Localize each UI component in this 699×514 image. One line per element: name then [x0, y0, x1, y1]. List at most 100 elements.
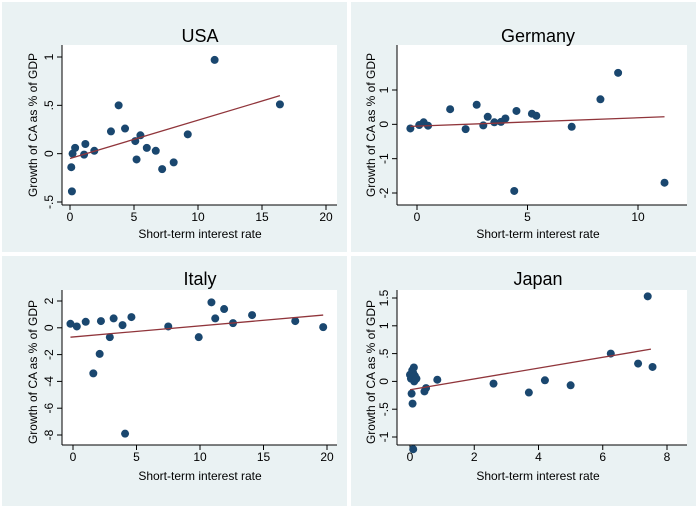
fit-line	[409, 348, 652, 391]
data-point	[121, 124, 130, 133]
x-tick-label: 0	[70, 450, 77, 464]
data-point	[114, 101, 123, 110]
x-tick-label: 10	[193, 450, 207, 464]
chart-title: USA	[181, 26, 218, 46]
data-point	[81, 140, 90, 148]
data-point	[291, 317, 300, 326]
x-tick-label: 0	[67, 210, 74, 224]
x-tick-label: 6	[599, 450, 606, 464]
y-tick-label: 1.5	[377, 289, 391, 306]
x-tick-label: 20	[320, 450, 334, 464]
panel-germany: Germany Short-term interest rate Growth …	[351, 2, 696, 252]
y-tick-label: -4	[42, 376, 56, 387]
x-tick-label: 0	[414, 210, 421, 224]
x-tick-label: 5	[133, 450, 140, 464]
y-tick-label: -2	[42, 349, 56, 360]
y-tick-label: -2	[377, 187, 391, 198]
data-point	[194, 333, 203, 342]
data-point	[183, 130, 192, 139]
y-axis-label: Growth of CA as % of GDP	[26, 300, 40, 444]
data-point	[95, 349, 104, 358]
x-tick-label: 4	[535, 450, 542, 464]
data-point	[210, 55, 219, 64]
y-tick-label: -1	[377, 153, 391, 164]
data-point	[67, 187, 76, 196]
y-tick-label: 1	[377, 322, 391, 329]
x-tick-label: 10	[631, 210, 645, 224]
data-point	[567, 122, 576, 131]
x-axis-label: Short-term interest rate	[138, 469, 262, 483]
chart-title: Japan	[513, 269, 562, 289]
data-point	[660, 178, 669, 187]
x-axis-label: Short-term interest rate	[476, 469, 600, 483]
y-tick-label: 0	[42, 324, 56, 331]
data-point	[510, 186, 519, 195]
fit-line	[69, 95, 281, 160]
plot-area	[62, 290, 337, 445]
data-point	[142, 143, 151, 152]
data-point	[566, 381, 575, 390]
data-point	[524, 388, 533, 397]
data-point	[66, 319, 75, 328]
y-tick-label: 1	[42, 53, 56, 60]
y-tick-label: -.5	[377, 402, 391, 416]
chart-title: Italy	[183, 269, 216, 289]
data-point	[220, 305, 229, 314]
y-tick-label: -6	[42, 403, 56, 414]
x-tick-label: 15	[255, 210, 269, 224]
y-tick-label: -8	[42, 429, 56, 440]
data-point	[169, 158, 178, 167]
data-point	[319, 323, 328, 332]
x-tick-label: 2	[471, 450, 478, 464]
x-tick-label: 8	[664, 450, 671, 464]
y-tick-label: 1	[377, 86, 391, 93]
data-point	[96, 317, 105, 326]
data-point	[614, 68, 623, 77]
data-point	[81, 317, 90, 326]
x-tick-label: 20	[319, 210, 333, 224]
x-tick-label: 5	[524, 210, 531, 224]
data-point	[643, 292, 652, 301]
data-point	[248, 311, 257, 320]
data-point	[121, 429, 130, 438]
plot-area	[62, 45, 337, 205]
y-tick-label: -.5	[42, 195, 56, 209]
data-point	[89, 369, 98, 378]
x-tick-label: 5	[131, 210, 138, 224]
y-axis-label: Growth of CA as % of GDP	[364, 53, 378, 197]
data-point	[151, 146, 160, 155]
data-point	[479, 121, 488, 130]
data-point	[118, 321, 127, 330]
panel-japan: Japan Short-term interest rate Growth of…	[351, 256, 696, 506]
data-point	[648, 362, 657, 371]
y-tick-label: 0	[377, 378, 391, 385]
y-axis-label: Growth of CA as % of GDP	[364, 300, 378, 444]
data-point	[501, 114, 510, 123]
data-point	[512, 106, 521, 115]
data-point	[211, 314, 220, 323]
data-point	[433, 375, 442, 384]
data-point	[634, 359, 643, 368]
fit-line	[410, 116, 665, 128]
y-tick-label: .5	[377, 348, 391, 358]
data-point	[67, 163, 76, 172]
x-tick-label: 10	[191, 210, 205, 224]
x-axis-label: Short-term interest rate	[476, 227, 600, 241]
y-tick-label: .5	[42, 100, 56, 110]
y-tick-label: 0	[42, 150, 56, 157]
data-point	[275, 100, 284, 109]
chart-title: Germany	[501, 26, 575, 46]
data-point	[207, 298, 216, 307]
y-tick-label: 2	[42, 297, 56, 304]
x-tick-label: 0	[407, 450, 414, 464]
fit-line	[70, 314, 324, 338]
data-point	[412, 374, 421, 383]
data-point	[596, 95, 605, 104]
data-point	[489, 379, 498, 388]
data-point	[461, 125, 470, 134]
y-tick-label: -1	[377, 431, 391, 442]
data-point	[472, 100, 481, 109]
x-axis-label: Short-term interest rate	[138, 227, 262, 241]
data-point	[408, 399, 417, 408]
